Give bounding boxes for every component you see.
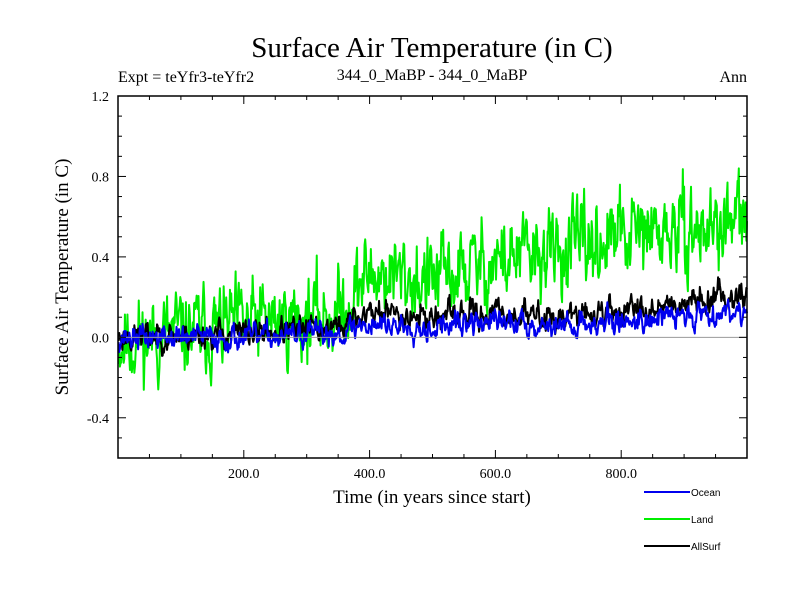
ticks-layer: 200.0 400.0 600.0 800.0 -0.4 0.0 0.4 0.8 1.2 [87,90,747,482]
legend-label: Land [691,515,713,526]
legend-label: AllSurf [691,542,721,553]
experiment-label: Expt = teYfr3-teYfr2 [118,69,254,86]
y-tick-label: 0.0 [92,331,110,346]
series-line-land [117,167,748,391]
y-tick-label: 0.4 [92,251,110,266]
legend: Ocean Land AllSurf [644,488,721,553]
y-tick-label: 1.2 [92,90,110,105]
x-axis-label: Time (in years since start) [333,487,531,508]
x-tick-label: 600.0 [480,467,512,482]
legend-label: Ocean [691,488,720,499]
x-tick-label: 200.0 [228,467,260,482]
series-line-ocean [117,298,748,354]
period-label: 344_0_MaBP - 344_0_MaBP [337,67,528,84]
x-tick-label: 400.0 [354,467,386,482]
y-axis-label: Surface Air Temperature (in C) [52,159,73,396]
x-tick-label: 800.0 [605,467,637,482]
chart-title: Surface Air Temperature (in C) [251,32,612,64]
season-label: Ann [719,69,747,86]
series-line-allsurf [117,276,748,357]
y-tick-label: 0.8 [92,170,110,185]
y-tick-label: -0.4 [87,412,109,427]
series-layer [117,167,748,391]
